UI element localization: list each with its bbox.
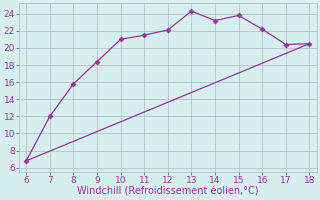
- X-axis label: Windchill (Refroidissement éolien,°C): Windchill (Refroidissement éolien,°C): [77, 187, 259, 197]
